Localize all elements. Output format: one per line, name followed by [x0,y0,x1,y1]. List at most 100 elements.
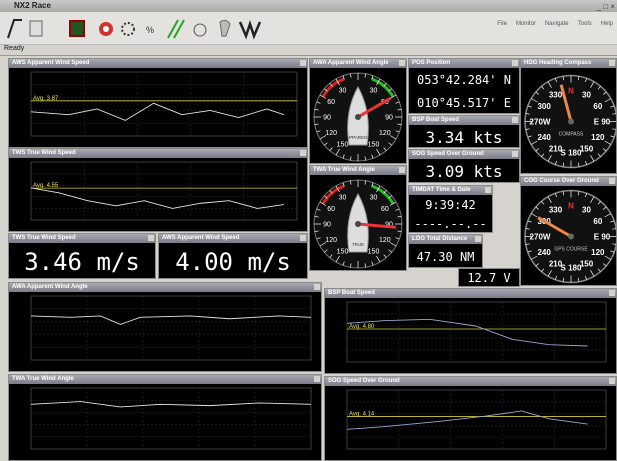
digital-value: 3.09 kts [425,162,503,181]
needle-hub [355,221,361,227]
dial-tick [577,76,580,81]
dial-tick [612,228,616,230]
trace [347,319,588,346]
dial-label: N [568,87,574,96]
plot-area [346,301,607,363]
dial-label: 330 [549,91,563,100]
dial-tick [383,254,387,258]
title-bar: NX2 Race _ □ × [0,0,617,12]
dial-label: 60 [593,217,602,226]
toolbar: % File Monitor Navigate Tools Help [0,12,617,45]
dial-label: 330 [549,206,563,215]
dial-tick [388,142,392,146]
dial-tick [577,277,580,282]
dial-tick [554,193,557,198]
dial-tick [612,113,616,115]
dial-tick [554,275,557,280]
dial-tick [316,101,321,104]
dial-tick [388,88,392,92]
average-label: Avg. 4.80 [349,324,375,330]
dial-tick [389,242,397,247]
dial-tick [530,98,538,103]
dial-label: 30 [582,206,591,215]
dial-tick [577,162,580,167]
dial-caption: TRUE [352,242,364,247]
panel-title: HDG Heading Compass [521,59,616,68]
dial-label: S 180 [561,149,582,158]
menu-item[interactable]: File [497,21,507,27]
dial-tick [371,154,374,159]
menu-item[interactable]: Help [600,21,613,27]
needle-hub [568,233,574,240]
digital-panel: 12.7 V [458,268,520,287]
dial-tick [527,135,532,138]
digital-value: 12.7 V [467,271,511,285]
dial-label: 270W [530,233,551,242]
window-title: NX2 Race [14,1,51,10]
dial-tick [602,206,607,210]
dial-tick [319,242,327,247]
needle [357,96,392,119]
menu-item[interactable]: Navigate [544,21,569,27]
dial-tick [610,220,615,223]
digital-panel: TIMDAT Time & Date 9:39:42 ----.--.-- [408,185,493,233]
digital-panel: BSP Boat Speed 3.34 kts [408,115,520,148]
svg-text:%: % [146,25,154,35]
dial-tick [602,91,607,95]
dial-label: 120 [379,130,391,137]
graph-plot: Avg. 4.55 [30,161,298,221]
dial-tick [329,83,333,87]
dial-label: 120 [591,248,605,257]
dial-tick [525,228,530,230]
dial-tick [397,230,402,232]
dial-label: 60 [327,206,335,213]
panel-title: TWS True Wind Speed [9,234,155,243]
dial-tick [541,201,545,205]
dial-tick [590,81,595,88]
graph-panel: BSP Boat Speed Avg. 4.80 [324,288,617,374]
dial-tick [314,109,319,111]
dial-tick [597,86,601,90]
dial-tick [554,78,557,83]
dial-tick [316,208,321,211]
trace [347,411,588,429]
dial-label: 240 [537,248,551,257]
panel-title: BSP Boat Speed [325,289,616,298]
dial-label: 60 [381,206,389,213]
compass-gauge: COG Course Over Ground N 30 60 E 90 120 150 S 1… [520,176,617,286]
window-buttons[interactable]: _ □ × [596,2,615,11]
dial-tick [395,237,400,240]
dial-tick [389,135,397,140]
graph-panel: AWA Apparent Wind Angle [8,282,322,372]
toolbar-icons[interactable]: % [0,12,280,44]
wind-gauge: TWA True Wind Angle 30 30 60 60 90 90 120 120 150… [309,165,407,271]
dial-tick [364,180,366,185]
menu-item[interactable]: Tools [577,21,592,27]
dial-label: 120 [379,237,391,244]
dial-tick [371,182,374,187]
gauge-dial: 303060609090120120150150APPARENT [313,72,403,162]
graph-plot: Avg. 4.14 [346,389,607,450]
dial-label: E 90 [594,118,611,127]
dial-tick [590,196,595,203]
dial-tick [547,155,552,162]
dial-tick [329,190,333,194]
dial-label: 60 [593,102,602,111]
dial-tick [604,255,612,260]
graph-panel: TWA True Wind Angle [8,374,322,461]
average-label: Avg. 4.55 [33,183,59,189]
menu-item[interactable]: Monitor [515,21,536,27]
digital-value: 010°45.517' E [417,96,511,110]
panel-title: TWA True Wind Angle [310,166,406,175]
dial-tick [371,261,374,266]
status-text: Ready [4,45,25,52]
dial-tick [376,185,381,193]
dial-tick [527,220,532,223]
dial-tick [547,196,552,203]
dial-tick [324,142,328,146]
dial-tick [397,216,402,218]
graph-panel: SOG Speed Over Ground Avg. 4.14 [324,376,617,461]
dial-caption: GPS COURSE [554,247,588,253]
dial-tick [604,98,612,103]
